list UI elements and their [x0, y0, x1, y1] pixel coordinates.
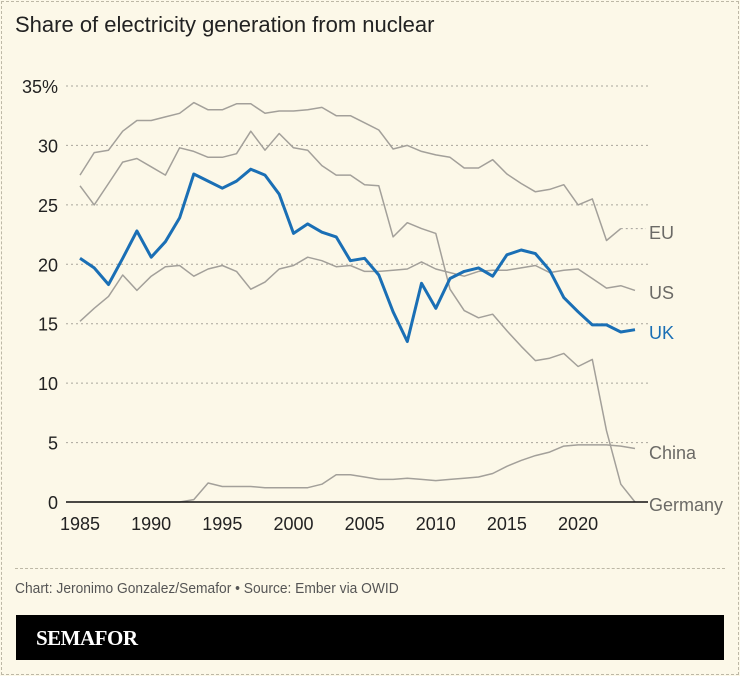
series-line-us [79, 256, 636, 322]
y-tick-label: 0 [48, 493, 58, 513]
y-tick-label: 30 [38, 136, 58, 156]
x-tick-label: 2000 [273, 514, 313, 534]
series-label-us: US [649, 283, 674, 303]
y-tick-label: 10 [38, 374, 58, 394]
series-line-china [80, 444, 636, 503]
series-label-eu: EU [649, 223, 674, 243]
series-label-germany: Germany [649, 495, 723, 515]
line-chart: 0 5 10 15 20 25 30 35% 1985 1990 1995 2000 2005 2010 2… [22, 77, 723, 534]
x-tick-label: 1990 [131, 514, 171, 534]
series-line-eu [79, 101, 622, 242]
x-tick-label: 2005 [345, 514, 385, 534]
x-tick-label: 2010 [416, 514, 456, 534]
y-tick-label: 15 [38, 315, 58, 335]
series-line-uk [79, 167, 636, 343]
series-line-germany [79, 130, 636, 503]
y-tick-label: 25 [38, 196, 58, 216]
source-note: Chart: Jeronimo Gonzalez/Semafor • Sourc… [15, 580, 399, 597]
x-tick-label: 2015 [487, 514, 527, 534]
x-tick-label: 1995 [202, 514, 242, 534]
y-tick-label: 20 [38, 255, 58, 275]
y-tick-label: 35% [22, 77, 58, 97]
x-tick-label: 1985 [60, 514, 100, 534]
chart-title: Share of electricity generation from nuc… [15, 12, 435, 37]
semafor-logo: SEMAFOR [36, 626, 138, 650]
series-label-china: China [649, 443, 697, 463]
x-tick-label: 2020 [558, 514, 598, 534]
series-label-uk: UK [649, 323, 674, 343]
y-tick-label: 5 [48, 434, 58, 454]
brand-bar: SEMAFOR [16, 615, 724, 660]
divider [15, 568, 725, 569]
